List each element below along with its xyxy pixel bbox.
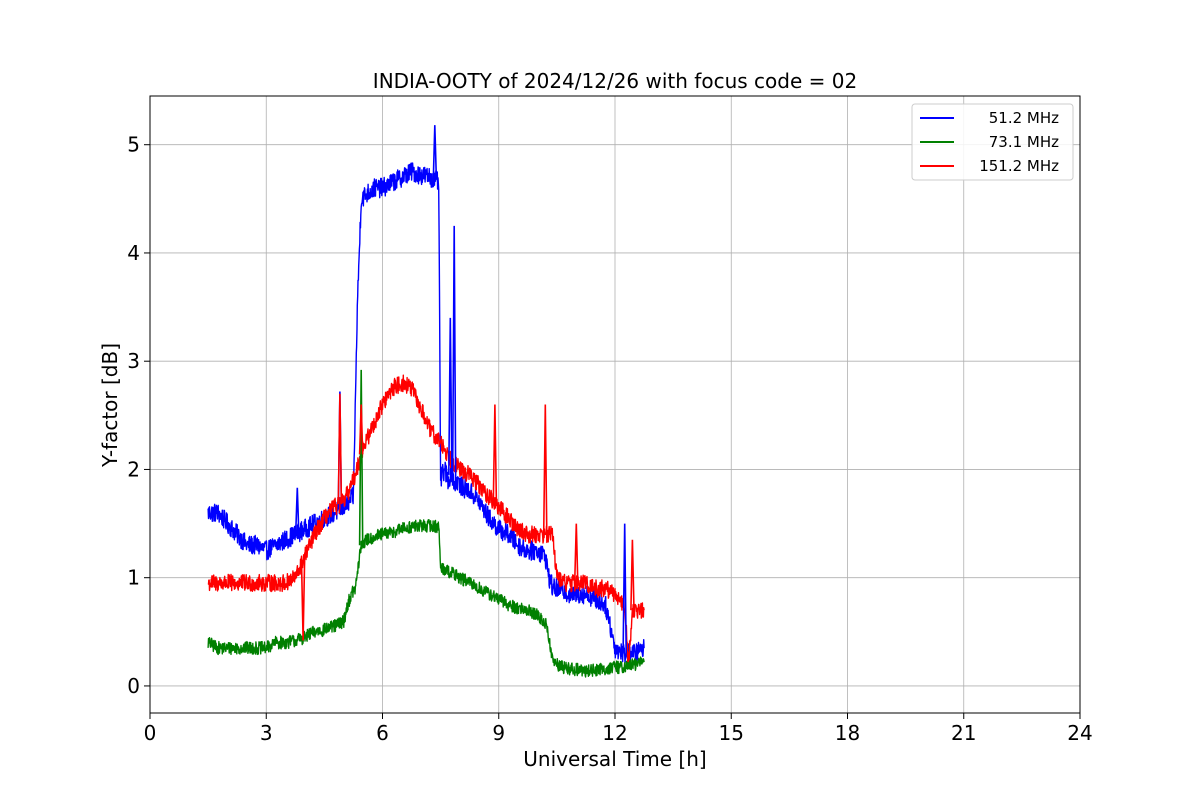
- x-tick-label: 15: [719, 721, 744, 745]
- series-spike: [358, 369, 364, 546]
- series-spike: [448, 317, 453, 475]
- series-spike: [358, 404, 364, 455]
- legend-label: 73.1 MHz: [989, 133, 1059, 151]
- legend-label: 151.2 MHz: [979, 157, 1059, 175]
- x-tick-label: 0: [144, 721, 157, 745]
- x-tick-label: 6: [376, 721, 389, 745]
- series-spike: [630, 539, 635, 611]
- series-spike: [300, 560, 306, 641]
- y-tick-label: 5: [127, 133, 140, 157]
- legend-label: 51.2 MHz: [989, 109, 1059, 127]
- series-spike: [294, 487, 300, 534]
- grid: [149, 96, 1081, 713]
- x-tick-label: 18: [835, 721, 860, 745]
- x-tick-label: 9: [492, 721, 505, 745]
- y-tick-label: 2: [127, 457, 140, 481]
- series-line-2: [207, 374, 645, 663]
- legend: 51.2 MHz 73.1 MHz 151.2 MHz: [911, 103, 1074, 181]
- x-tick-label: 3: [260, 721, 273, 745]
- series-spike: [432, 125, 438, 180]
- series-line-1: [207, 519, 645, 678]
- series-spike: [542, 404, 548, 535]
- y-tick-label: 3: [127, 349, 140, 373]
- legend-box: [911, 103, 1074, 181]
- x-tick-label: 24: [1067, 721, 1092, 745]
- series-spike: [622, 523, 627, 654]
- chart-title: INDIA-OOTY of 2024/12/26 with focus code…: [373, 69, 857, 93]
- series-layer: [207, 125, 645, 678]
- series-spike: [573, 523, 579, 584]
- y-axis-label: Y-factor [dB]: [98, 343, 122, 468]
- x-ticks: 0 3 6 9 12 15 18 21 24: [144, 713, 1093, 745]
- series-spike: [451, 225, 457, 486]
- y-tick-label: 0: [127, 674, 140, 698]
- y-ticks: 0 1 2 3 4 5: [127, 133, 150, 698]
- x-axis-label: Universal Time [h]: [523, 747, 706, 771]
- series-spike: [337, 393, 343, 505]
- y-tick-label: 4: [127, 241, 140, 265]
- x-tick-label: 21: [951, 721, 976, 745]
- x-tick-label: 12: [602, 721, 627, 745]
- y-tick-label: 1: [127, 566, 140, 590]
- series-spike: [492, 404, 498, 504]
